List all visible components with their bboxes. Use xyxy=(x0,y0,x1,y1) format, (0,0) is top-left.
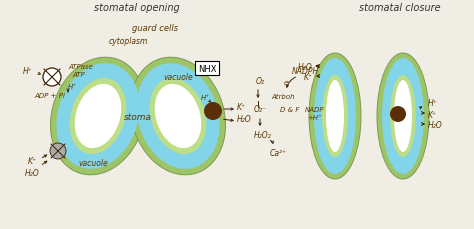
Text: stomatal closure: stomatal closure xyxy=(359,3,441,13)
Circle shape xyxy=(204,103,222,120)
Circle shape xyxy=(50,143,66,159)
Text: vacuole: vacuole xyxy=(163,73,193,82)
Text: ATPase: ATPase xyxy=(68,64,93,70)
Text: H₂O: H₂O xyxy=(237,115,252,124)
Ellipse shape xyxy=(155,85,201,148)
Text: stoma: stoma xyxy=(124,112,152,121)
Text: +H⁺: +H⁺ xyxy=(308,114,322,120)
Ellipse shape xyxy=(322,76,348,157)
Text: NADPH: NADPH xyxy=(292,67,319,76)
Text: guard cells: guard cells xyxy=(132,23,178,32)
Ellipse shape xyxy=(314,59,356,174)
Ellipse shape xyxy=(137,64,219,169)
Ellipse shape xyxy=(326,81,344,152)
Text: stomatal opening: stomatal opening xyxy=(94,3,180,13)
Text: vacuole: vacuole xyxy=(78,158,108,167)
Text: e⁻: e⁻ xyxy=(284,80,292,86)
Text: ADP + Pi: ADP + Pi xyxy=(35,93,65,98)
Text: cytoplasm: cytoplasm xyxy=(109,37,148,46)
Text: H₂O: H₂O xyxy=(298,62,313,71)
Text: D & F: D & F xyxy=(280,106,300,112)
Text: ATP: ATP xyxy=(72,72,85,78)
Text: K⁺: K⁺ xyxy=(428,110,437,119)
Ellipse shape xyxy=(390,76,416,157)
Text: NHX: NHX xyxy=(198,64,216,73)
Text: H⁺: H⁺ xyxy=(201,95,210,101)
Ellipse shape xyxy=(377,54,429,179)
Ellipse shape xyxy=(70,79,127,154)
Text: NADP: NADP xyxy=(305,106,325,112)
Ellipse shape xyxy=(150,79,206,154)
Text: K⁺: K⁺ xyxy=(27,157,36,166)
Text: O₂: O₂ xyxy=(255,77,264,86)
Ellipse shape xyxy=(394,81,412,152)
Text: H₂O: H₂O xyxy=(25,168,39,177)
Text: H⁺: H⁺ xyxy=(68,84,77,90)
Ellipse shape xyxy=(51,58,146,175)
Ellipse shape xyxy=(75,85,121,148)
Ellipse shape xyxy=(130,58,226,175)
Text: K⁺: K⁺ xyxy=(304,72,313,81)
Text: O₂⁻: O₂⁻ xyxy=(254,105,266,114)
FancyBboxPatch shape xyxy=(195,62,219,76)
Text: H₂O₂: H₂O₂ xyxy=(254,130,272,139)
Ellipse shape xyxy=(56,64,139,169)
Circle shape xyxy=(43,69,61,87)
Circle shape xyxy=(390,106,406,123)
Ellipse shape xyxy=(382,59,424,174)
Text: H⁺: H⁺ xyxy=(23,67,33,76)
Ellipse shape xyxy=(112,69,164,164)
Text: H⁺: H⁺ xyxy=(428,99,438,108)
Text: Atrboh: Atrboh xyxy=(271,94,295,100)
Text: H₂O: H₂O xyxy=(428,121,443,130)
Ellipse shape xyxy=(309,54,361,179)
Text: K⁺: K⁺ xyxy=(237,103,246,112)
Text: Ca²⁺: Ca²⁺ xyxy=(270,148,286,157)
